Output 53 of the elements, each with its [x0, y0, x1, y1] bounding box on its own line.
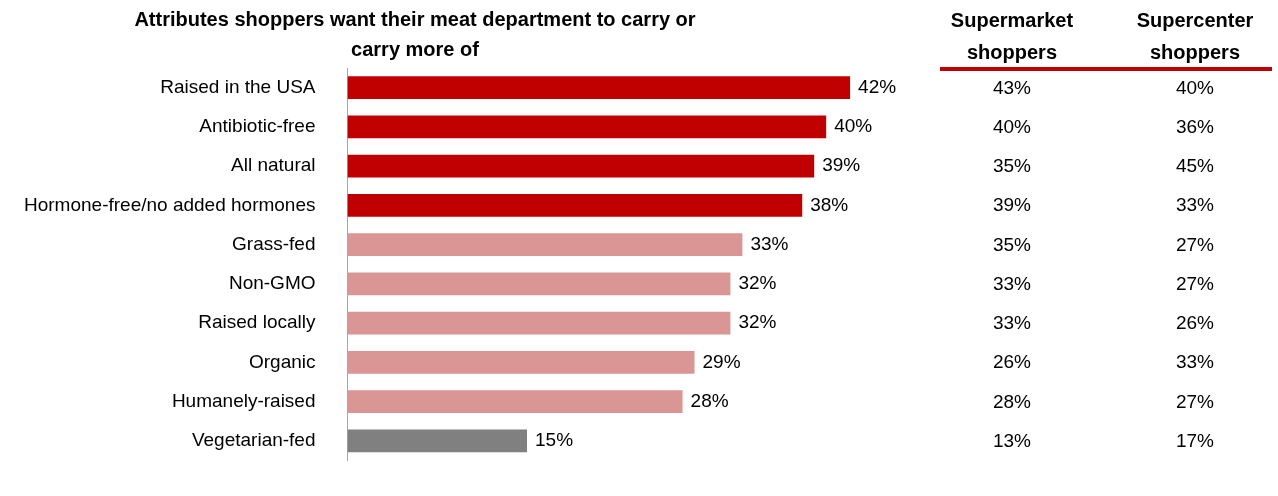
data-label: 39%	[822, 154, 861, 176]
data-label: 38%	[810, 193, 849, 215]
bar	[347, 429, 527, 453]
data-label: 28%	[690, 389, 729, 411]
data-label: 43%	[992, 76, 1032, 99]
bar	[347, 311, 731, 335]
data-label: 33%	[992, 312, 1032, 335]
data-label: 27%	[1175, 233, 1215, 256]
data-label: 36%	[1175, 115, 1215, 138]
y-tick-label: Humanely-raised	[171, 389, 316, 411]
text: Supercenter shoppers	[1135, 8, 1255, 65]
data-label: 32%	[738, 311, 777, 333]
bar	[347, 351, 695, 374]
data-label: 33%	[992, 272, 1032, 295]
data-label: 33%	[1175, 194, 1215, 217]
data-label: 45%	[1175, 155, 1215, 178]
y-tick-label: Raised locally	[198, 311, 316, 333]
chart-title: Attributes shoppers want their meat department to carry or carry more of	[134, 7, 696, 60]
data-label: 29%	[702, 350, 741, 372]
data-label: 42%	[858, 75, 897, 97]
bar	[347, 272, 731, 296]
y-tick-label: Antibiotic-free	[199, 115, 316, 137]
data-label: 33%	[750, 232, 789, 254]
bar	[347, 115, 827, 139]
y-tick-label: Vegetarian-fed	[191, 429, 316, 451]
data-label: 17%	[1175, 429, 1215, 452]
data-label: 35%	[992, 155, 1032, 178]
data-label: 40%	[834, 115, 873, 137]
data-label: 40%	[1175, 76, 1215, 99]
data-label: 40%	[992, 115, 1032, 138]
data-label: 27%	[1175, 390, 1215, 413]
data-label: 28%	[992, 390, 1032, 413]
data-label: 27%	[1175, 272, 1215, 295]
bar	[347, 233, 743, 257]
bar	[347, 154, 815, 178]
data-label: 32%	[738, 272, 777, 294]
data-label: 26%	[992, 351, 1032, 374]
y-tick-label: Raised in the USA	[160, 75, 316, 97]
bar	[347, 194, 803, 217]
data-label: 33%	[1175, 351, 1215, 374]
y-tick-label: Organic	[248, 350, 316, 372]
y-tick-label: Hormone-free/no added hormones	[23, 193, 316, 215]
data-label: 35%	[992, 233, 1032, 256]
y-tick-label: All natural	[231, 154, 316, 176]
data-label: 39%	[992, 194, 1032, 217]
bar	[347, 390, 683, 414]
y-tick-label: Non-GMO	[228, 272, 316, 294]
text: Supermarket shoppers	[949, 8, 1075, 65]
y-tick-label: Grass-fed	[232, 232, 316, 254]
data-label: 26%	[1175, 312, 1215, 335]
data-label: 15%	[535, 429, 574, 451]
bar	[347, 76, 851, 100]
data-label: 13%	[992, 429, 1032, 452]
